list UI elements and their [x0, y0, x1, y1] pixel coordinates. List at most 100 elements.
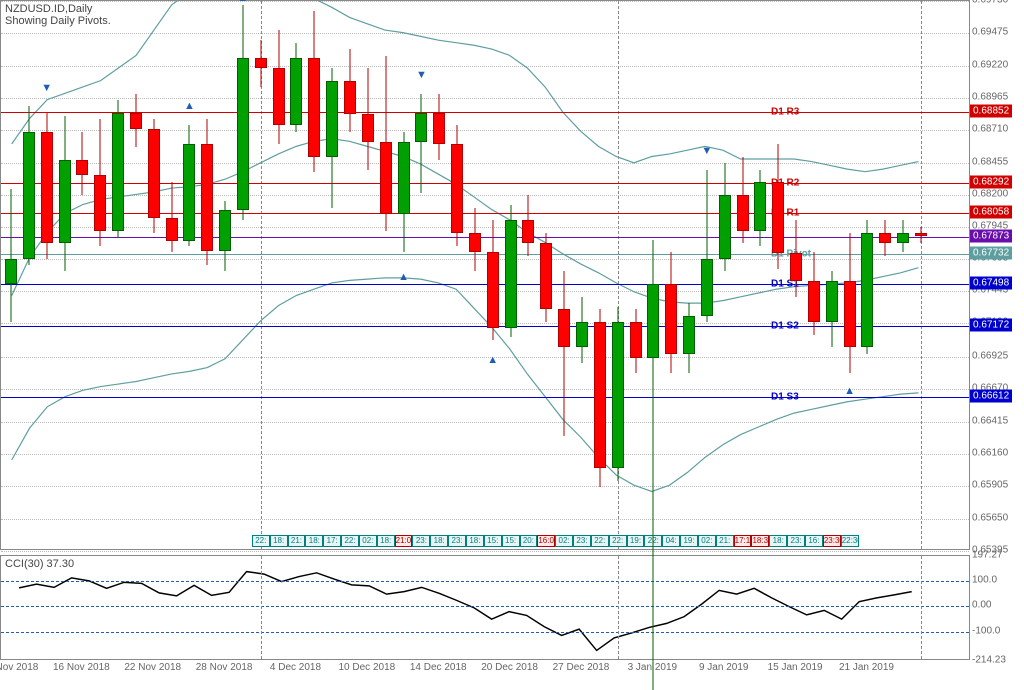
candle[interactable]: [665, 1, 677, 549]
candle[interactable]: [754, 1, 766, 549]
main-price-chart[interactable]: NZDUSD.ID,Daily Showing Daily Pivots. D1…: [0, 0, 970, 550]
candle[interactable]: [76, 1, 88, 549]
candle[interactable]: [630, 1, 642, 549]
pivot-line-D1 R3: [1, 112, 969, 113]
pivot-price-tag: 0.68852: [970, 105, 1012, 118]
candle[interactable]: [237, 1, 249, 549]
x-tick-label: 21 Jan 2019: [839, 662, 894, 673]
indicator-y-tick: 197.27: [972, 550, 1003, 561]
pivot-price-tag: 0.67172: [970, 318, 1012, 331]
pivot-line-price: [1, 237, 969, 238]
pivot-line-D1 R2: [1, 183, 969, 184]
candle[interactable]: [290, 1, 302, 549]
candle[interactable]: [344, 1, 356, 549]
y-tick-label: 0.69220: [972, 59, 1008, 70]
cci-line: [1, 556, 969, 659]
candle[interactable]: [308, 1, 320, 549]
candle[interactable]: [415, 1, 427, 549]
pivot-line-D1 S2: [1, 326, 969, 327]
pivot-line-D1 R1: [1, 213, 969, 214]
candle[interactable]: [59, 1, 71, 549]
x-tick-label: 16 Nov 2018: [53, 662, 110, 673]
fractal-arrow-down-icon: ▼: [416, 69, 427, 81]
indicator-y-tick: -214.23: [972, 655, 1006, 666]
indicator-y-tick: 0.00: [972, 600, 991, 611]
candle[interactable]: [861, 1, 873, 549]
candle[interactable]: [647, 1, 659, 549]
candle[interactable]: [130, 1, 142, 549]
candle[interactable]: [594, 1, 606, 549]
candle[interactable]: [719, 1, 731, 549]
candle[interactable]: [522, 1, 534, 549]
candle[interactable]: [737, 1, 749, 549]
indicator-y-tick: 100.0: [972, 574, 997, 585]
fractal-arrow-down-icon: ▼: [701, 145, 712, 157]
chart-title: NZDUSD.ID,Daily Showing Daily Pivots.: [5, 3, 111, 27]
candle[interactable]: [826, 1, 838, 549]
candle[interactable]: [380, 1, 392, 549]
candle[interactable]: [487, 1, 499, 549]
candle[interactable]: [558, 1, 570, 549]
candle[interactable]: [576, 1, 588, 549]
chart-container: NZDUSD.ID,Daily Showing Daily Pivots. D1…: [0, 0, 1024, 683]
candle[interactable]: [183, 1, 195, 549]
candle[interactable]: [255, 1, 267, 549]
candle[interactable]: [469, 1, 481, 549]
candle[interactable]: [540, 1, 552, 549]
candle[interactable]: [897, 1, 909, 549]
candle[interactable]: [451, 1, 463, 549]
candle[interactable]: [879, 1, 891, 549]
x-tick-label: 28 Nov 2018: [196, 662, 253, 673]
y-tick-label: 0.65905: [972, 480, 1008, 491]
fractal-arrow-down-icon: ▼: [41, 82, 52, 94]
candle[interactable]: [166, 1, 178, 549]
x-tick-label: 9 Jan 2019: [699, 662, 749, 673]
fractal-arrow-up-icon: ▲: [844, 385, 855, 397]
y-tick-label: 0.66415: [972, 415, 1008, 426]
x-tick-label: 15 Jan 2019: [768, 662, 823, 673]
cci-indicator-chart[interactable]: CCI(30) 37.30: [0, 555, 970, 660]
y-tick-label: 0.66925: [972, 350, 1008, 361]
candle[interactable]: [433, 1, 445, 549]
candle[interactable]: [701, 1, 713, 549]
pivot-price-tag: 0.68292: [970, 176, 1012, 189]
candle[interactable]: [362, 1, 374, 549]
x-tick-label: 14 Dec 2018: [410, 662, 467, 673]
candle[interactable]: [772, 1, 784, 549]
y-tick-label: 0.68200: [972, 189, 1008, 200]
y-tick-label: 0.68965: [972, 92, 1008, 103]
pivot-price-tag: 0.68058: [970, 206, 1012, 219]
candle[interactable]: [505, 1, 517, 549]
candle[interactable]: [808, 1, 820, 549]
candle[interactable]: [219, 1, 231, 549]
indicator-y-tick: -100.0: [972, 625, 1000, 636]
x-tick-label: 20 Dec 2018: [481, 662, 538, 673]
bollinger-bands: [1, 1, 969, 549]
pivot-price-tag: 0.67498: [970, 277, 1012, 290]
x-tick-label: 27 Dec 2018: [553, 662, 610, 673]
candle[interactable]: [148, 1, 160, 549]
y-tick-label: 0.68710: [972, 124, 1008, 135]
x-tick-label: 12 Nov 2018: [0, 662, 38, 673]
candle[interactable]: [5, 1, 17, 549]
x-axis: 12 Nov 201816 Nov 201822 Nov 201828 Nov …: [0, 660, 970, 683]
pivot-line-D1 Pivot: [1, 254, 969, 255]
pivot-price-tag: 0.67732: [970, 247, 1012, 260]
y-axis: 0.653950.656500.659050.661600.664150.666…: [970, 0, 1024, 660]
fractal-arrow-up-icon: ▲: [398, 271, 409, 283]
candle[interactable]: [683, 1, 695, 549]
y-tick-label: 0.66160: [972, 447, 1008, 458]
x-tick-label: 10 Dec 2018: [339, 662, 396, 673]
candle[interactable]: [915, 1, 927, 549]
pivot-price-tag: 0.67873: [970, 229, 1012, 242]
candle[interactable]: [273, 1, 285, 549]
x-tick-label: 4 Dec 2018: [270, 662, 321, 673]
candle[interactable]: [612, 1, 624, 549]
candle[interactable]: [326, 1, 338, 549]
candle[interactable]: [201, 1, 213, 549]
candle[interactable]: [790, 1, 802, 549]
candle[interactable]: [94, 1, 106, 549]
candle[interactable]: [844, 1, 856, 549]
candle[interactable]: [112, 1, 124, 549]
candle[interactable]: [23, 1, 35, 549]
